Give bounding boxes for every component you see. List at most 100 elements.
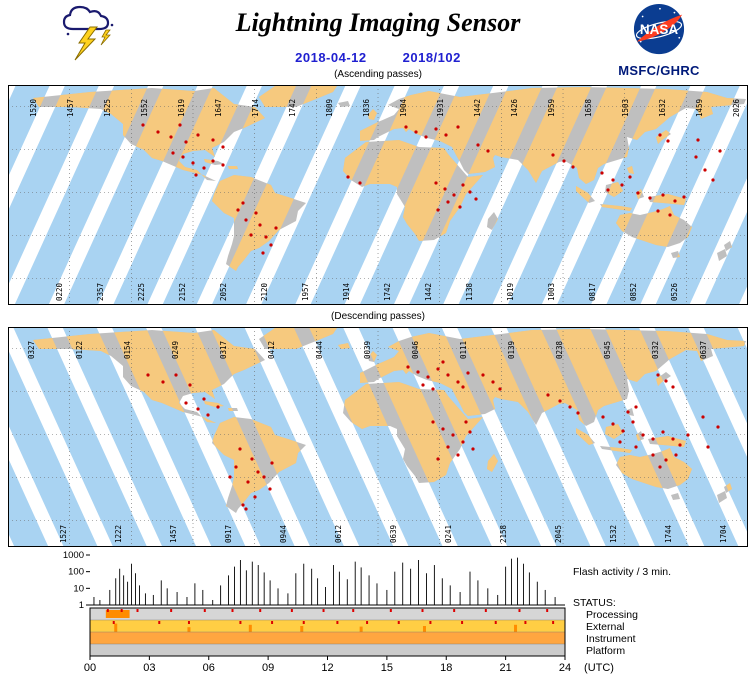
svg-text:1714: 1714 (251, 98, 260, 117)
svg-text:Instrument: Instrument (586, 633, 636, 645)
svg-text:0637: 0637 (699, 341, 708, 359)
svg-text:0526: 0526 (670, 282, 679, 301)
svg-text:0852: 0852 (629, 283, 638, 301)
svg-text:(UTC): (UTC) (584, 662, 614, 674)
svg-text:21: 21 (500, 662, 512, 674)
nasa-logo-icon: NASA (633, 3, 685, 55)
svg-text:1959: 1959 (547, 99, 556, 117)
svg-text:1957: 1957 (301, 283, 310, 301)
svg-text:1525: 1525 (103, 99, 112, 117)
svg-text:2357: 2357 (96, 283, 105, 301)
svg-text:1003: 1003 (547, 283, 556, 301)
nasa-logo-block: NASA MSFC/GHRC (606, 3, 712, 78)
svg-text:0612: 0612 (334, 525, 343, 543)
svg-text:1457: 1457 (66, 99, 75, 117)
descending-passes-caption: (Descending passes) (331, 311, 425, 322)
svg-text:Flash activity / 3 min.: Flash activity / 3 min. (573, 566, 671, 578)
agency-label: MSFC/GHRC (618, 63, 700, 78)
svg-text:2158: 2158 (499, 524, 508, 543)
svg-text:0220: 0220 (55, 282, 64, 301)
svg-text:00: 00 (84, 662, 96, 674)
svg-text:0241: 0241 (444, 525, 453, 543)
svg-text:0039: 0039 (363, 341, 372, 359)
svg-text:1532: 1532 (609, 525, 618, 543)
svg-text:03: 03 (143, 662, 155, 674)
svg-text:2045: 2045 (554, 525, 563, 543)
svg-text:Platform: Platform (586, 645, 625, 657)
svg-text:0917: 0917 (224, 525, 233, 543)
svg-text:Processing: Processing (586, 609, 638, 621)
svg-text:0139: 0139 (507, 341, 516, 359)
svg-text:0122: 0122 (75, 341, 84, 359)
svg-text:0332: 0332 (651, 341, 660, 359)
svg-text:1904: 1904 (399, 98, 408, 117)
svg-text:0545: 0545 (603, 341, 612, 359)
svg-text:1552: 1552 (140, 99, 149, 117)
svg-text:0111: 0111 (459, 341, 468, 359)
storm-cloud-icon-svg (62, 5, 114, 61)
svg-text:1914: 1914 (342, 282, 351, 301)
svg-text:24: 24 (559, 662, 571, 674)
svg-text:09: 09 (262, 662, 274, 674)
svg-text:1836: 1836 (362, 98, 371, 117)
svg-text:1658: 1658 (584, 98, 593, 117)
svg-text:12: 12 (321, 662, 333, 674)
svg-text:0238: 0238 (555, 340, 564, 359)
svg-text:1647: 1647 (214, 99, 223, 117)
svg-text:1503: 1503 (621, 99, 630, 117)
svg-text:2052: 2052 (219, 283, 228, 301)
svg-text:1442: 1442 (473, 99, 482, 117)
svg-text:1742: 1742 (288, 99, 297, 117)
date-doy: 2018/102 (402, 50, 461, 65)
svg-text:1809: 1809 (325, 99, 334, 117)
nasa-logo-text: NASA (640, 22, 679, 37)
svg-text:100: 100 (68, 567, 84, 578)
svg-text:2120: 2120 (260, 282, 269, 301)
date-line: 2018-04-12 2018/102 (0, 50, 756, 65)
svg-text:0817: 0817 (588, 283, 597, 301)
svg-text:18: 18 (440, 662, 452, 674)
svg-text:0249: 0249 (171, 341, 180, 359)
svg-text:1138: 1138 (465, 282, 474, 301)
svg-text:1619: 1619 (177, 99, 186, 117)
svg-text:1704: 1704 (719, 524, 728, 543)
svg-text:0944: 0944 (279, 524, 288, 543)
svg-text:1: 1 (79, 600, 84, 611)
svg-text:0154: 0154 (123, 340, 132, 359)
map-ascending-passes: 1520 1457 1525 1552 1619 1647 1714 1742 1809 1836… (8, 85, 748, 305)
svg-text:1520: 1520 (29, 98, 38, 117)
date-iso: 2018-04-12 (295, 50, 367, 65)
svg-text:1222: 1222 (114, 525, 123, 543)
page-title: Lightning Imaging Sensor (235, 8, 521, 37)
svg-text:2152: 2152 (178, 283, 187, 301)
svg-text:1019: 1019 (506, 283, 515, 301)
svg-text:0046: 0046 (411, 340, 420, 359)
svg-text:1459: 1459 (695, 99, 704, 117)
svg-text:1442: 1442 (424, 283, 433, 301)
svg-text:External: External (586, 621, 625, 633)
svg-text:1744: 1744 (664, 524, 673, 543)
svg-text:1457: 1457 (169, 525, 178, 543)
svg-text:15: 15 (381, 662, 393, 674)
svg-text:1742: 1742 (383, 283, 392, 301)
svg-text:0317: 0317 (219, 341, 228, 359)
svg-text:1000: 1000 (63, 550, 84, 561)
svg-text:0327: 0327 (27, 341, 36, 359)
svg-text:1632: 1632 (658, 99, 667, 117)
svg-text:1931: 1931 (436, 99, 445, 117)
ascending-passes-caption: (Ascending passes) (334, 69, 422, 80)
svg-text:0444: 0444 (315, 340, 324, 359)
svg-text:1426: 1426 (510, 98, 519, 117)
svg-text:0639: 0639 (389, 525, 398, 543)
svg-text:06: 06 (203, 662, 215, 674)
svg-text:1527: 1527 (59, 525, 68, 543)
storm-cloud-icon (60, 3, 120, 63)
svg-text:2026: 2026 (732, 98, 741, 117)
svg-text:STATUS:: STATUS: (573, 597, 616, 609)
svg-text:10: 10 (73, 583, 84, 594)
svg-text:2225: 2225 (137, 283, 146, 301)
map-descending-passes: 0327 0122 0154 0249 0317 0412 0444 0039 0046 0111… (8, 327, 748, 547)
svg-text:0412: 0412 (267, 341, 276, 359)
